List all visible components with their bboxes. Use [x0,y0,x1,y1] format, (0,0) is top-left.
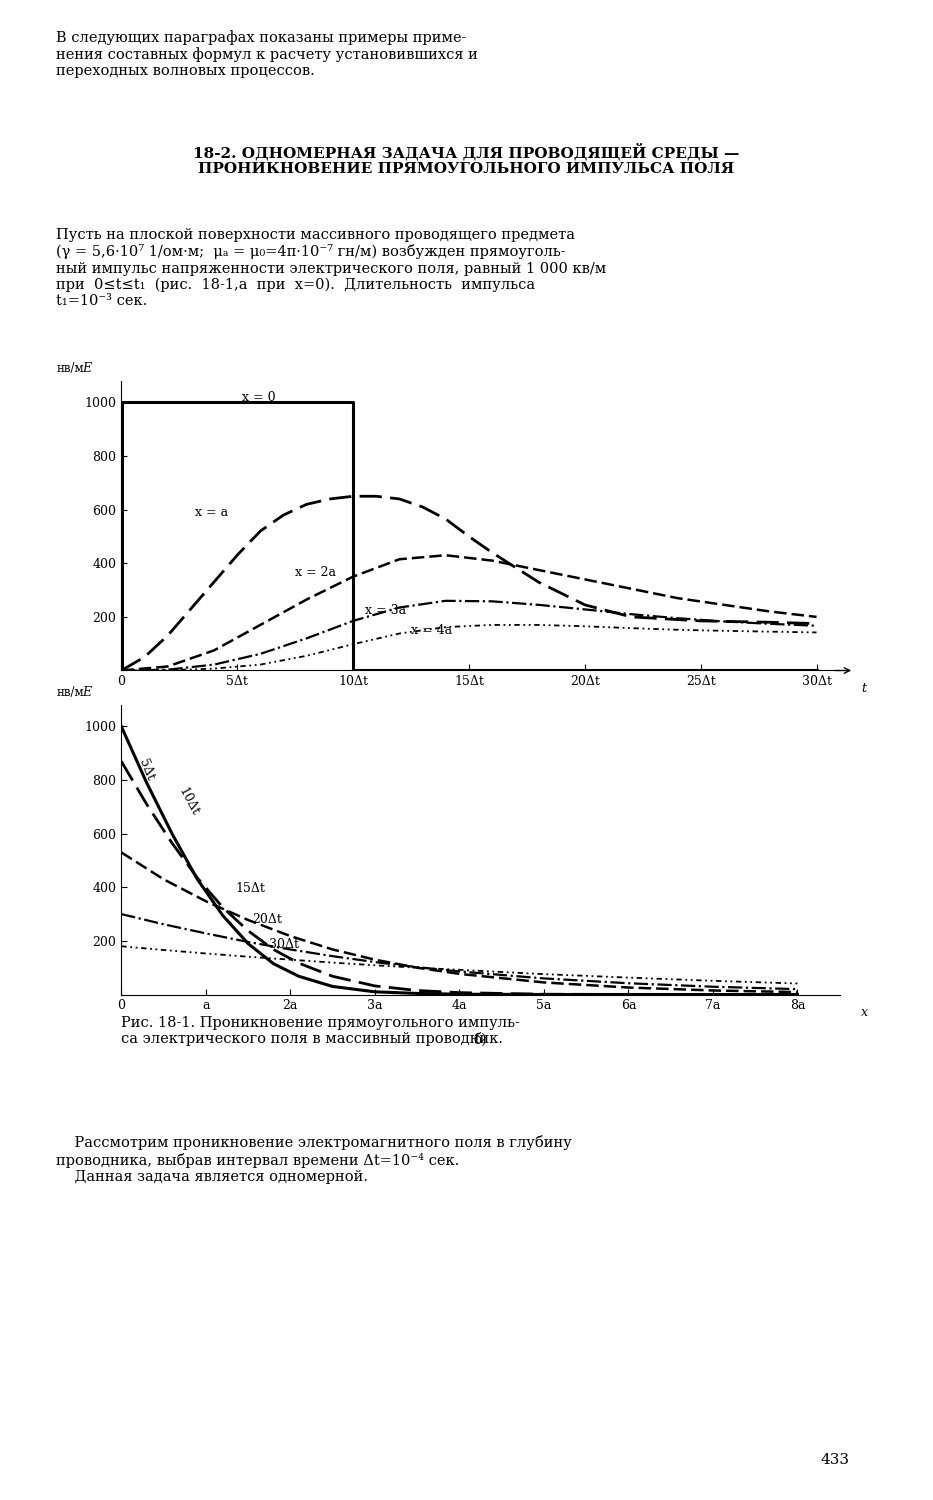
Text: E: E [82,362,91,375]
Text: Пусть на плоской поверхности массивного проводящего предмета
(γ = 5,6·10⁷ 1/ом·м: Пусть на плоской поверхности массивного … [56,228,606,309]
Text: нв/м: нв/м [57,686,84,699]
Text: а): а) [474,708,487,722]
Text: x = 3а: x = 3а [365,603,406,616]
Text: x = 2а: x = 2а [295,566,336,579]
Text: 30Δt: 30Δt [270,939,299,951]
Text: 5Δt: 5Δt [136,758,157,782]
Text: 10Δt: 10Δt [176,784,202,818]
Text: 20Δt: 20Δt [252,914,282,926]
Text: E: E [82,686,91,699]
Text: t: t [861,682,866,694]
Text: x = 0: x = 0 [242,390,275,404]
Text: нв/м: нв/м [57,362,84,375]
Text: Рис. 18-1. Проникновение прямоугольного импуль-
са электрического поля в массивн: Рис. 18-1. Проникновение прямоугольного … [121,1016,521,1046]
Text: б): б) [474,1032,487,1047]
Text: x = 4а: x = 4а [411,624,453,638]
Text: Рассмотрим проникновение электромагнитного поля в глубину
проводника, выбрав инт: Рассмотрим проникновение электромагнитно… [56,1136,572,1184]
Text: x: x [861,1007,869,1019]
Text: 18-2. ОДНОМЕРНАЯ ЗАДАЧА ДЛЯ ПРОВОДЯЩЕЙ СРЕДЫ —
ПРОНИКНОВЕНИЕ ПРЯМОУГОЛЬНОГО ИМПУ: 18-2. ОДНОМЕРНАЯ ЗАДАЧА ДЛЯ ПРОВОДЯЩЕЙ С… [193,142,740,176]
Text: 15Δt: 15Δt [235,882,265,896]
Text: x = а: x = а [195,506,229,519]
Text: 433: 433 [820,1454,849,1467]
Text: В следующих параграфах показаны примеры приме-
нения составных формул к расчету : В следующих параграфах показаны примеры … [56,30,478,78]
